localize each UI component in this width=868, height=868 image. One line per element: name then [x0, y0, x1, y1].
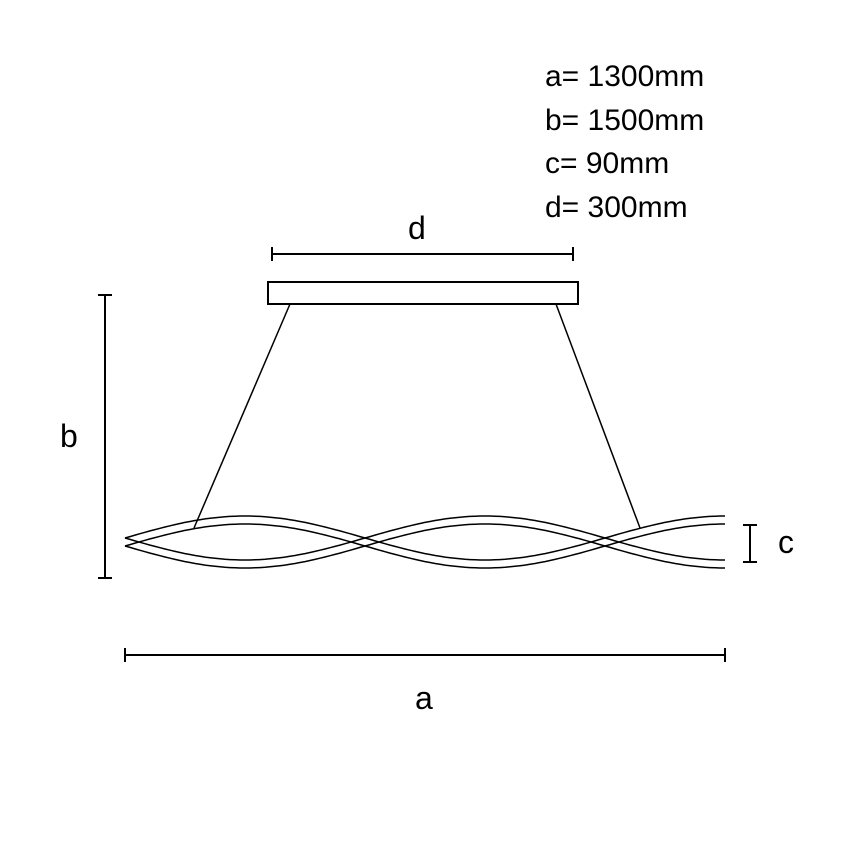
- label-b: b: [60, 418, 78, 455]
- label-c: c: [778, 524, 794, 561]
- dimension-legend: a= 1300mm b= 1500mm c= 90mm d= 300mm: [545, 55, 704, 229]
- label-a: a: [415, 680, 433, 717]
- legend-a: a= 1300mm: [545, 55, 704, 99]
- diagram-canvas: a= 1300mm b= 1500mm c= 90mm d= 300mm d b…: [0, 0, 868, 868]
- legend-d: d= 300mm: [545, 186, 704, 230]
- diagram-svg: [0, 0, 868, 868]
- label-d: d: [408, 210, 426, 247]
- legend-c: c= 90mm: [545, 142, 704, 186]
- legend-b: b= 1500mm: [545, 99, 704, 143]
